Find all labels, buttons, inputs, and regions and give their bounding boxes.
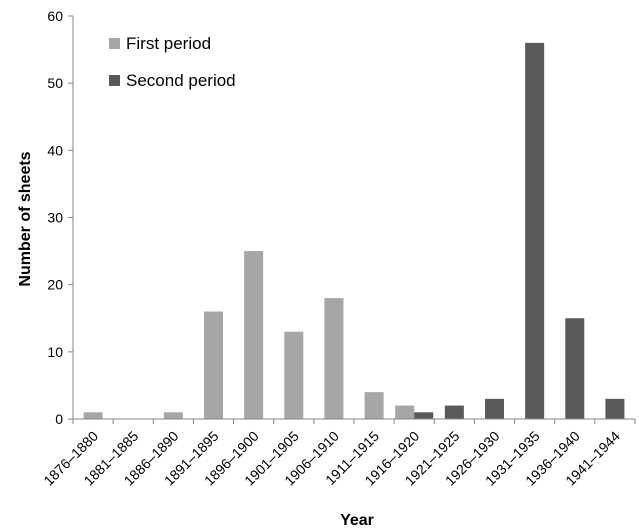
legend-swatch bbox=[109, 38, 120, 49]
bar-first-period bbox=[83, 412, 103, 419]
bar-first-period bbox=[163, 412, 183, 419]
bar-second-period bbox=[485, 398, 504, 419]
x-axis-title: Year bbox=[340, 512, 374, 529]
bar-first-period bbox=[244, 251, 264, 419]
y-tick-label: 0 bbox=[55, 411, 63, 427]
y-axis-tick-labels: 0 10 20 30 40 50 60 bbox=[47, 8, 63, 427]
bar-first-period bbox=[204, 311, 223, 419]
y-axis-title: Number of sheets bbox=[17, 151, 34, 286]
bar-second-period bbox=[565, 318, 585, 419]
bar-first-period bbox=[364, 392, 384, 419]
y-tick-label: 20 bbox=[47, 277, 63, 293]
legend: First period Second period bbox=[109, 34, 236, 90]
y-tick-label: 50 bbox=[47, 75, 63, 91]
y-tick-label: 40 bbox=[47, 142, 63, 158]
bar-first-period bbox=[284, 331, 304, 419]
y-tick-label: 30 bbox=[47, 210, 63, 226]
axis-ticks bbox=[68, 15, 636, 424]
bar-second-period bbox=[525, 42, 545, 419]
y-tick-label: 10 bbox=[47, 344, 63, 360]
bar-second-period bbox=[414, 412, 434, 419]
bars bbox=[83, 42, 625, 419]
bar-first-period bbox=[395, 405, 415, 419]
y-tick-label: 60 bbox=[47, 8, 63, 24]
bar-second-period bbox=[444, 405, 464, 419]
x-axis-tick-labels: 1876–18801881–18851886–18901891–18951896… bbox=[40, 428, 623, 489]
legend-swatch bbox=[109, 75, 120, 86]
legend-label: Second period bbox=[126, 71, 236, 90]
bar-first-period bbox=[324, 298, 344, 419]
bar-second-period bbox=[605, 398, 625, 419]
legend-label: First period bbox=[126, 34, 211, 53]
